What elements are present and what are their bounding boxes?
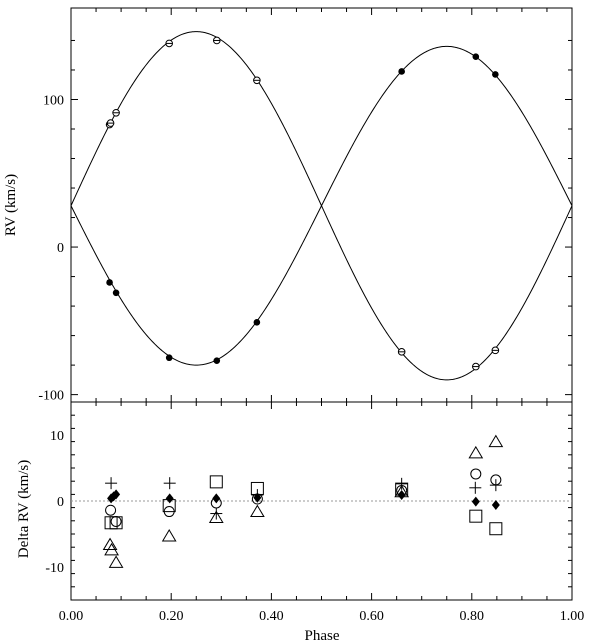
residual-diamond-marker: [112, 489, 121, 500]
residual-triangle-marker: [208, 510, 224, 523]
rv-point-filled: [213, 357, 221, 364]
phase-tick-label: 0.60: [359, 609, 384, 624]
residual-diamond-marker: [471, 496, 480, 507]
rv-point-open: [212, 36, 221, 45]
residual-circle-marker: [110, 515, 122, 527]
rv-point-filled: [112, 289, 120, 297]
residual-diamond-marker: [165, 493, 174, 504]
phase-tick-label: 0.80: [460, 609, 485, 624]
residual-triangle-marker: [488, 434, 504, 448]
residual-square-marker: [469, 509, 483, 523]
rv-point-open: [112, 108, 120, 117]
residual-diamond-marker: [212, 493, 221, 504]
rv-y-tick-label: 0: [57, 241, 64, 256]
phase-tick-label: 0.00: [59, 609, 84, 624]
residual-square-marker: [209, 475, 223, 489]
rv-panel: 100 0 -100: [38, 7, 573, 404]
phase-tick-label: 0.20: [159, 609, 184, 624]
rv-y-tick-label: 100: [43, 93, 64, 108]
residual-triangle-marker: [468, 445, 484, 459]
rv-point-filled: [106, 279, 113, 286]
rv-y-tick-label: -100: [38, 389, 64, 404]
rv-point-open: [491, 346, 500, 355]
residual-circle-marker: [105, 504, 117, 516]
residual-triangle-marker: [102, 537, 118, 551]
delta-rv-axis-label: Delta RV (km/s): [16, 460, 32, 559]
phase-tick-label: 0.40: [259, 609, 284, 624]
delta-y-tick-label: 10: [50, 429, 64, 444]
primary-orbit-curve: [70, 45, 573, 366]
residual-triangle-marker: [249, 504, 265, 518]
delta-y-tick-label: -10: [45, 561, 64, 576]
residual-circle-marker: [470, 468, 482, 480]
residual-square-marker: [109, 516, 123, 530]
residual-plus-marker: [469, 481, 482, 494]
residual-triangle-marker: [161, 528, 177, 542]
rv-point-open: [253, 76, 261, 85]
residual-triangle-marker: [104, 542, 119, 556]
rv-point-filled: [253, 319, 261, 326]
residual-plus-marker: [163, 477, 176, 490]
residual-plus-marker: [210, 507, 223, 520]
residual-panel: 10 0 -10 0.00 0.20 0.40 0.60 0.80 1.00: [45, 401, 585, 624]
residual-plus-marker: [395, 477, 408, 490]
rv-point-open: [106, 119, 115, 127]
residual-plus-marker: [105, 477, 118, 490]
residual-square-marker: [489, 522, 503, 536]
rv-point-filled: [472, 53, 480, 60]
rv-point-open: [397, 348, 406, 356]
rv-point-filled: [165, 354, 173, 362]
phase-tick-label: 1.00: [560, 609, 585, 624]
residual-diamond-marker: [491, 499, 500, 510]
residual-triangle-marker: [108, 555, 124, 568]
rv-point-filled: [398, 68, 405, 75]
delta-y-tick-label: 0: [57, 495, 64, 510]
residual-diamond-marker: [397, 490, 406, 501]
residual-diamond-marker: [253, 492, 262, 503]
residual-circle-marker: [490, 474, 502, 486]
rv-point-open: [472, 362, 480, 371]
rv-point-filled: [492, 71, 499, 78]
rv-point-open: [165, 39, 173, 48]
phase-axis-label: Phase: [305, 628, 340, 643]
rv-axis-label: RV (km/s): [3, 174, 19, 236]
